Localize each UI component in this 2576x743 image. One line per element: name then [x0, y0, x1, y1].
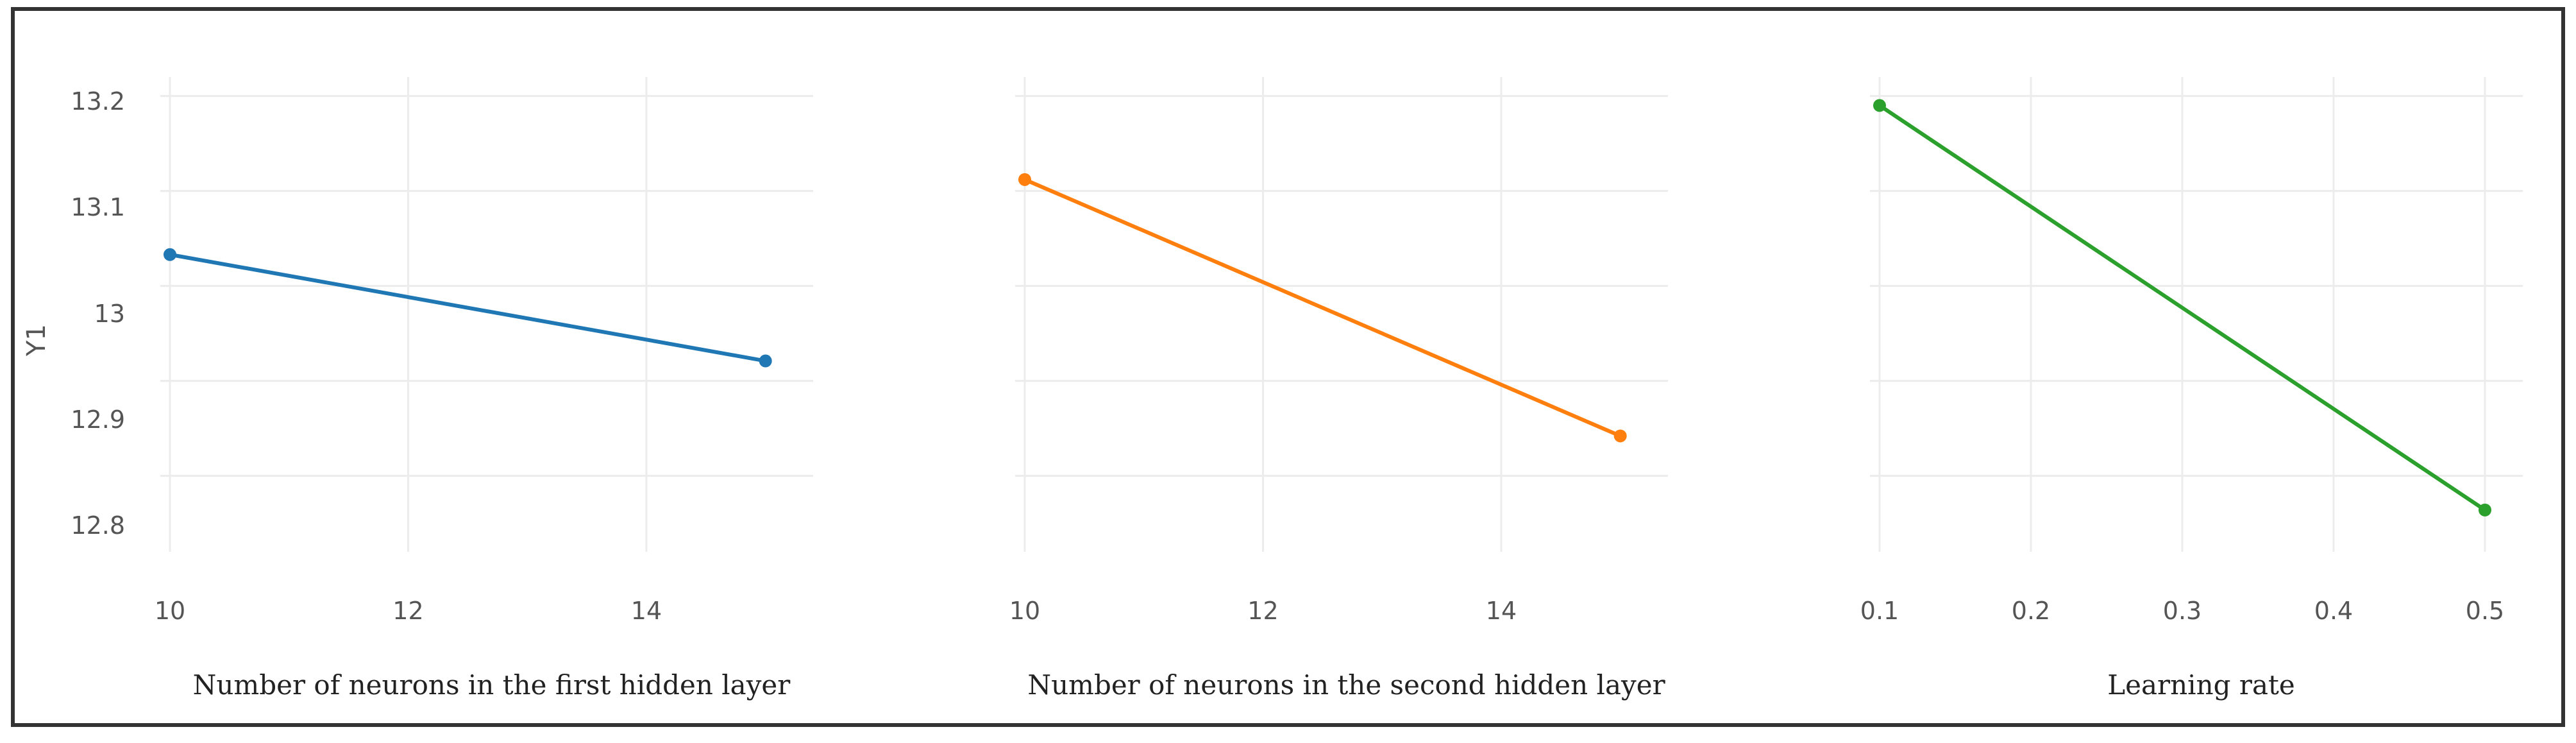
panel-1: 10 12 14 Number of neurons in the first …	[155, 77, 813, 701]
x-tick-label: 0.2	[2012, 597, 2050, 625]
x-axis-label: Number of neurons in the second hidden l…	[1027, 669, 1665, 701]
data-point	[1018, 173, 1031, 186]
panel-1-series	[164, 248, 772, 368]
x-tick-label: 0.3	[2163, 597, 2201, 625]
x-axis-label: Learning rate	[2107, 669, 2294, 701]
data-point	[759, 354, 772, 368]
panel-3-x-ticks: 0.1 0.2 0.3 0.4 0.5	[1860, 597, 2504, 625]
x-tick-label: 14	[1486, 597, 1517, 625]
data-point	[164, 248, 176, 261]
y-tick-label: 13.2	[71, 87, 125, 115]
y-tick-labels: 12.8 12.9 13 13.1 13.2	[71, 87, 125, 540]
x-tick-label: 12	[1247, 597, 1278, 625]
x-tick-label: 14	[631, 597, 662, 625]
panel-2-series	[1018, 173, 1627, 443]
panel-2: 10 12 14 Number of neurons in the second…	[1009, 77, 1668, 701]
y-tick-label: 13	[94, 300, 125, 328]
data-point	[1613, 429, 1627, 443]
data-point	[1873, 99, 1886, 112]
series-line	[1878, 103, 2486, 512]
series-line	[169, 252, 766, 363]
y-axis-label: Y1	[22, 324, 51, 357]
y-tick-label: 12.8	[71, 511, 125, 540]
x-tick-label: 10	[155, 597, 185, 625]
panel-1-x-ticks: 10 12 14	[155, 597, 662, 625]
panel-2-x-ticks: 10 12 14	[1009, 597, 1517, 625]
x-tick-label: 0.1	[1860, 597, 1899, 625]
panel-2-grid	[1015, 77, 1668, 552]
panel-3-series	[1873, 99, 2491, 517]
panel-1-grid	[160, 77, 813, 552]
data-point	[2479, 503, 2491, 517]
x-tick-label: 0.4	[2314, 597, 2353, 625]
x-tick-label: 10	[1009, 597, 1040, 625]
x-axis-label: Number of neurons in the first hidden la…	[193, 669, 791, 701]
series-line	[1023, 178, 1621, 438]
y-tick-label: 13.1	[71, 193, 125, 221]
x-tick-label: 0.5	[2466, 597, 2504, 625]
x-tick-label: 12	[392, 597, 423, 625]
y-tick-label: 12.9	[71, 406, 125, 434]
figure-frame	[11, 7, 2565, 727]
panel-3: 0.1 0.2 0.3 0.4 0.5 Learning rate	[1860, 77, 2523, 701]
panel-3-grid	[1870, 77, 2523, 552]
